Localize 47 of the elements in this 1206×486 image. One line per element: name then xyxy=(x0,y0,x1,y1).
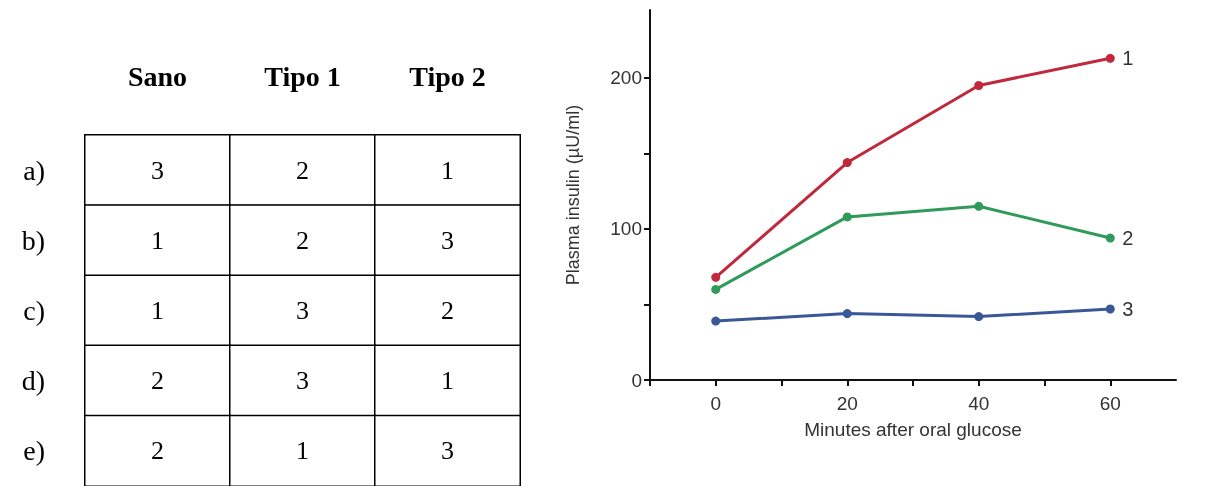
x-tick-label: 0 xyxy=(710,393,722,414)
data-label: 1 xyxy=(151,296,164,325)
data-label: 1 xyxy=(151,225,164,255)
y-tick-label: b) xyxy=(21,224,45,256)
point xyxy=(842,158,852,168)
data-label: 1 xyxy=(441,155,454,185)
point xyxy=(1105,53,1115,63)
y-tick-label: 200 xyxy=(610,67,642,89)
data-label: 2 xyxy=(151,366,164,396)
point xyxy=(842,309,852,319)
data-label: 2 xyxy=(296,155,309,185)
y-tick-label: c) xyxy=(23,295,45,326)
series-label: 1 xyxy=(1122,47,1134,70)
x-tick-label: Sano xyxy=(127,60,188,92)
data-label: 3 xyxy=(151,155,164,185)
data-label: 2 xyxy=(151,436,164,466)
x-tick-label: Tipo 1 xyxy=(264,60,341,92)
data-label: 3 xyxy=(296,366,309,396)
data-label: 2 xyxy=(296,225,309,255)
y-tick-label: 0 xyxy=(631,369,642,391)
point xyxy=(974,312,984,322)
point xyxy=(711,316,721,326)
data-label: 3 xyxy=(441,225,454,255)
y-tick-label: d) xyxy=(21,365,45,397)
point xyxy=(974,81,984,91)
x-tick-label: 40 xyxy=(968,393,990,414)
x-tick-label: 60 xyxy=(1099,393,1121,414)
data-label: 3 xyxy=(296,296,309,325)
y-axis-title: Plasma insulin (µU/ml) xyxy=(563,104,583,286)
x-tick-label: Tipo 2 xyxy=(409,60,486,92)
data-label: 1 xyxy=(441,366,454,396)
y-tick-label: a) xyxy=(23,154,45,186)
point xyxy=(974,201,984,211)
point xyxy=(711,272,721,282)
point xyxy=(1105,304,1115,314)
point xyxy=(1105,233,1115,243)
point xyxy=(711,284,721,294)
x-axis-title: Minutes after oral glucose xyxy=(804,419,1022,440)
x-tick-label: 20 xyxy=(836,393,858,414)
point xyxy=(842,212,852,222)
y-tick-label: 100 xyxy=(610,218,642,240)
series-label: 2 xyxy=(1122,227,1134,250)
data-label: 3 xyxy=(441,436,454,466)
data-label: 2 xyxy=(441,296,454,325)
series-label: 3 xyxy=(1122,298,1134,321)
data-label: 1 xyxy=(296,436,309,466)
y-tick-label: e) xyxy=(23,435,45,467)
